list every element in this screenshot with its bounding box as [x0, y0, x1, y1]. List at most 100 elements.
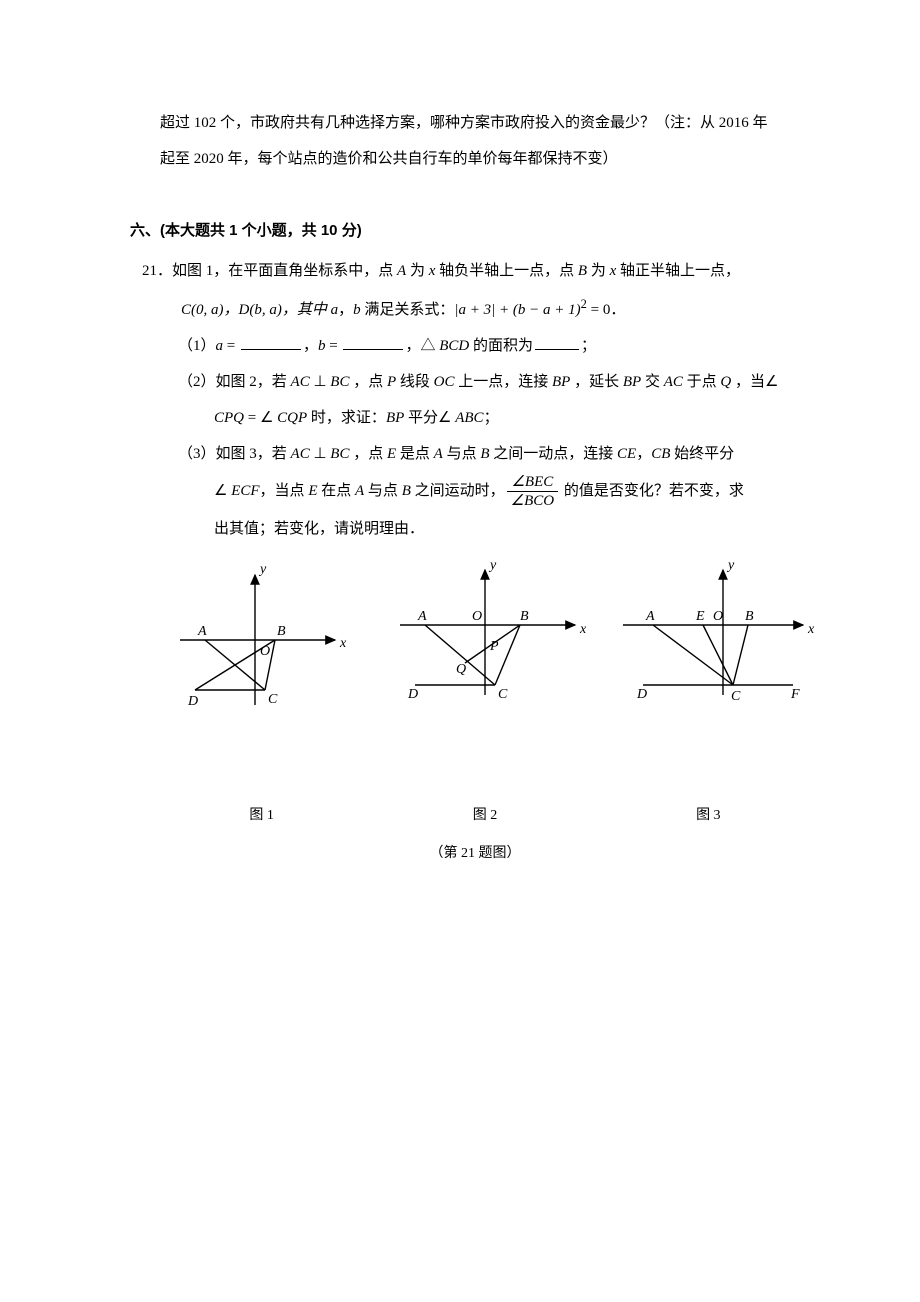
d-label: D	[239, 302, 250, 318]
q21-l1b: 为	[406, 263, 429, 279]
figure-2: y x A B O P Q C D	[375, 555, 594, 739]
var-b: b	[353, 302, 361, 318]
svg-text:A: A	[417, 609, 427, 624]
svg-text:B: B	[745, 609, 754, 624]
svg-text:B: B	[520, 609, 529, 624]
fig3-caption: 图 3	[597, 799, 820, 833]
svg-text:x: x	[807, 622, 815, 637]
s3-ang: ∠	[214, 483, 231, 499]
svg-text:F: F	[790, 687, 800, 702]
figure-1: y x A B O C D	[150, 555, 369, 739]
d-coord: (b, a)，其中	[249, 302, 330, 318]
figures-row: y x A B O C D y x A B O P Q	[150, 555, 820, 739]
s3-ecf: ECF	[231, 483, 259, 499]
fig1-caption: 图 1	[150, 799, 373, 833]
q21-sub1: （1）a = ，b = ，△ BCD 的面积为 ；	[130, 328, 820, 364]
svg-text:E: E	[695, 609, 705, 624]
q21-sub2-l1: （2）如图 2，若 AC ⊥ BC ，点 P 线段 OC 上一点，连接 BP ，…	[130, 364, 820, 400]
s1-eq1: =	[223, 338, 239, 354]
svg-text:D: D	[187, 694, 198, 709]
s2-eq: = ∠	[244, 410, 277, 426]
comma1: ，	[338, 302, 353, 318]
blank-b	[343, 335, 403, 350]
s1-bcd: BCD	[439, 338, 469, 354]
sub3-lead: （3）	[178, 446, 216, 462]
s1-b: b	[318, 338, 326, 354]
sub1-lead: （1）	[178, 338, 216, 354]
svg-text:y: y	[258, 562, 267, 577]
q21-sub3-l3: 出其值；若变化，请说明理由．	[130, 511, 820, 547]
fig1-svg: y x A B O C D	[160, 555, 360, 725]
q21-l1c: 轴负半轴上一点，点	[435, 263, 578, 279]
q21-l1d: 为	[587, 263, 610, 279]
svg-text:P: P	[489, 639, 499, 654]
s1-tri: ，△	[405, 338, 439, 354]
s2-text1: 如图 2，若 AC ⊥ BC ，点 P 线段 OC 上一点，连接 BP ，延长 …	[216, 374, 779, 390]
section-6-heading: 六、(本大题共 1 个小题，共 10 分)	[130, 213, 820, 249]
s3-text1: 如图 3，若 AC ⊥ BC ，点 E 是点 A 与点 B 之间一动点，连接 C…	[216, 446, 735, 462]
s3-t5: 的值是否变化？若不变，求	[560, 483, 744, 499]
svg-text:D: D	[407, 687, 418, 702]
svg-text:Q: Q	[456, 662, 466, 677]
s1-a: a	[216, 338, 224, 354]
figure-3: y x A E O B C D F	[601, 555, 820, 739]
s1-semi: ；	[581, 338, 596, 354]
s3-a: A	[355, 483, 364, 499]
svg-text:O: O	[713, 609, 723, 624]
fig3-svg: y x A E O B C D F	[603, 555, 818, 725]
s2-cpq: CPQ	[214, 410, 244, 426]
fraction-bec-bco: ∠BEC∠BCO	[507, 473, 558, 510]
frac-num: ∠BEC	[507, 473, 558, 492]
svg-text:O: O	[472, 609, 482, 624]
s1-comma1: ，	[303, 338, 318, 354]
s3-b: B	[402, 483, 411, 499]
svg-text:C: C	[498, 687, 508, 702]
s2-prove: 时，求证：	[307, 410, 386, 426]
s3-t1: ，当点	[260, 483, 309, 499]
continuation-line-1: 超过 102 个，市政府共有几种选择方案，哪种方案市政府投入的资金最少？（注：从…	[130, 105, 820, 141]
point-b: B	[578, 263, 587, 279]
svg-text:y: y	[488, 558, 497, 573]
svg-text:A: A	[197, 624, 207, 639]
blank-area	[535, 335, 579, 350]
q21-line2: C(0, a)，D(b, a)，其中 a，b 满足关系式：|a + 3| + (…	[130, 289, 820, 328]
fig2-caption: 图 2	[373, 799, 596, 833]
svg-text:y: y	[726, 558, 735, 573]
s2-semi: ；	[484, 410, 499, 426]
fig2-svg: y x A B O P Q C D	[380, 555, 590, 725]
q21-sub2-l2: CPQ = ∠ CQP 时，求证：BP 平分∠ ABC；	[130, 400, 820, 436]
c-coord: (0, a)，	[191, 302, 239, 318]
figure-subcaption: （第 21 题图）	[130, 837, 820, 871]
continuation-line-2: 起至 2020 年，每个站点的造价和公共自行车的单价每年都保持不变）	[130, 141, 820, 177]
svg-text:x: x	[579, 622, 587, 637]
c-label: C	[181, 302, 191, 318]
s2-bp: BP	[386, 410, 404, 426]
s2-cqp: CQP	[277, 410, 307, 426]
svg-text:C: C	[268, 692, 278, 707]
s1-eq2: =	[326, 338, 342, 354]
point-a: A	[397, 263, 406, 279]
s3-t4: 之间运动时，	[411, 483, 505, 499]
figure-captions: 图 1 图 2 图 3	[150, 799, 820, 833]
frac-den: ∠BCO	[507, 492, 558, 510]
s2-bisect: 平分∠	[404, 410, 455, 426]
s2-abc: ABC	[455, 410, 483, 426]
sub2-lead: （2）	[178, 374, 216, 390]
q21-sub3-l1: （3）如图 3，若 AC ⊥ BC ，点 E 是点 A 与点 B 之间一动点，连…	[130, 436, 820, 472]
svg-text:O: O	[260, 644, 270, 659]
svg-text:B: B	[277, 624, 286, 639]
q21-number: 21．	[142, 263, 172, 279]
q21-l1e: 轴正半轴上一点，	[616, 263, 740, 279]
q21-l1a: 如图 1，在平面直角坐标系中，点	[172, 263, 397, 279]
svg-text:C: C	[731, 689, 741, 704]
equation-left: |a + 3| + (b − a + 1)	[454, 302, 580, 318]
equation-right: = 0．	[587, 302, 625, 318]
s3-t3: 与点	[364, 483, 402, 499]
s1-area: 的面积为	[469, 338, 533, 354]
q21-line1: 21．如图 1，在平面直角坐标系中，点 A 为 x 轴负半轴上一点，点 B 为 …	[130, 253, 820, 289]
satisfy: 满足关系式：	[361, 302, 455, 318]
svg-text:D: D	[636, 687, 647, 702]
var-a: a	[331, 302, 339, 318]
s3-t2: 在点	[317, 483, 355, 499]
svg-text:A: A	[645, 609, 655, 624]
